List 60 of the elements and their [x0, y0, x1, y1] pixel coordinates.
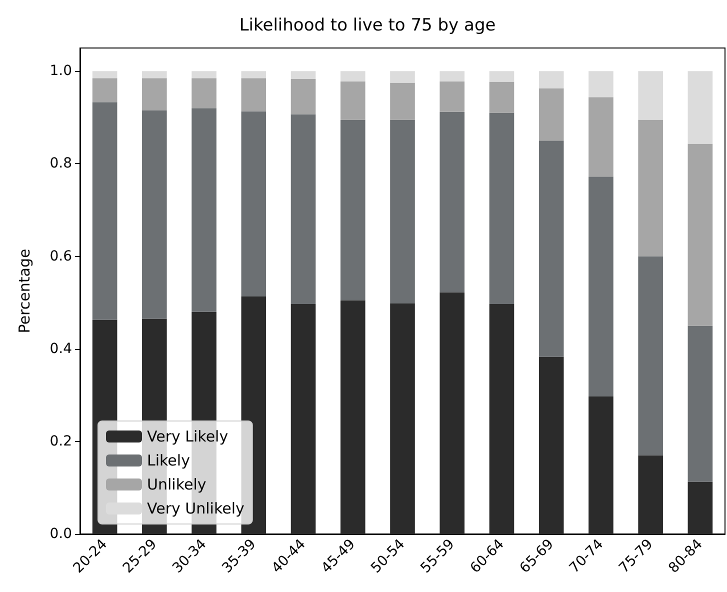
bar — [192, 71, 216, 78]
chart-title: Likelihood to live to 75 by age — [239, 16, 496, 36]
bar — [489, 112, 514, 304]
bar — [92, 102, 118, 320]
y-tick-label: 0.2 — [50, 433, 72, 450]
legend-label: Unlikely — [147, 476, 206, 494]
bar — [588, 71, 614, 98]
bar — [390, 82, 415, 120]
bar — [92, 71, 118, 78]
bar — [241, 78, 266, 112]
bar — [489, 304, 514, 534]
bar — [588, 396, 614, 534]
bar — [538, 88, 564, 141]
bar — [638, 71, 663, 120]
legend-label: Very Likely — [147, 428, 228, 446]
bar — [92, 78, 118, 102]
bar — [290, 114, 316, 304]
bar — [340, 300, 366, 534]
bar — [290, 79, 316, 114]
y-tick-label: 0.6 — [50, 248, 72, 264]
bar — [538, 356, 564, 534]
bar — [142, 71, 167, 78]
bar — [440, 81, 465, 112]
legend-label: Likely — [147, 452, 190, 470]
bar — [142, 78, 167, 110]
bar — [688, 71, 713, 144]
bar — [241, 71, 266, 78]
bar — [192, 78, 216, 108]
bar — [390, 71, 415, 83]
bar — [340, 120, 366, 300]
bar — [290, 71, 316, 80]
bar — [440, 112, 465, 292]
bar — [588, 176, 614, 397]
bar — [538, 71, 564, 88]
bar — [440, 292, 465, 534]
bar — [390, 303, 415, 534]
bar — [192, 108, 216, 312]
bar — [440, 71, 465, 82]
y-tick-label: 0.0 — [50, 526, 72, 542]
bar — [638, 256, 663, 456]
y-tick-label: 1.0 — [50, 63, 72, 80]
legend-label: Very Unlikely — [147, 500, 245, 518]
bar — [638, 455, 663, 534]
bar — [688, 144, 713, 326]
bar — [241, 111, 266, 297]
bar — [638, 120, 663, 256]
bar — [340, 71, 366, 82]
bar — [688, 482, 713, 534]
bar — [489, 71, 514, 82]
bar — [390, 120, 415, 304]
bar — [538, 140, 564, 357]
y-tick-label: 0.8 — [50, 156, 72, 172]
bar — [588, 97, 614, 177]
bar — [290, 304, 316, 534]
y-tick-label: 0.4 — [50, 340, 72, 357]
bar — [340, 81, 366, 120]
bar — [489, 82, 514, 113]
y-axis-title: Percentage — [16, 248, 34, 334]
bar — [688, 326, 713, 482]
bar — [142, 110, 167, 319]
